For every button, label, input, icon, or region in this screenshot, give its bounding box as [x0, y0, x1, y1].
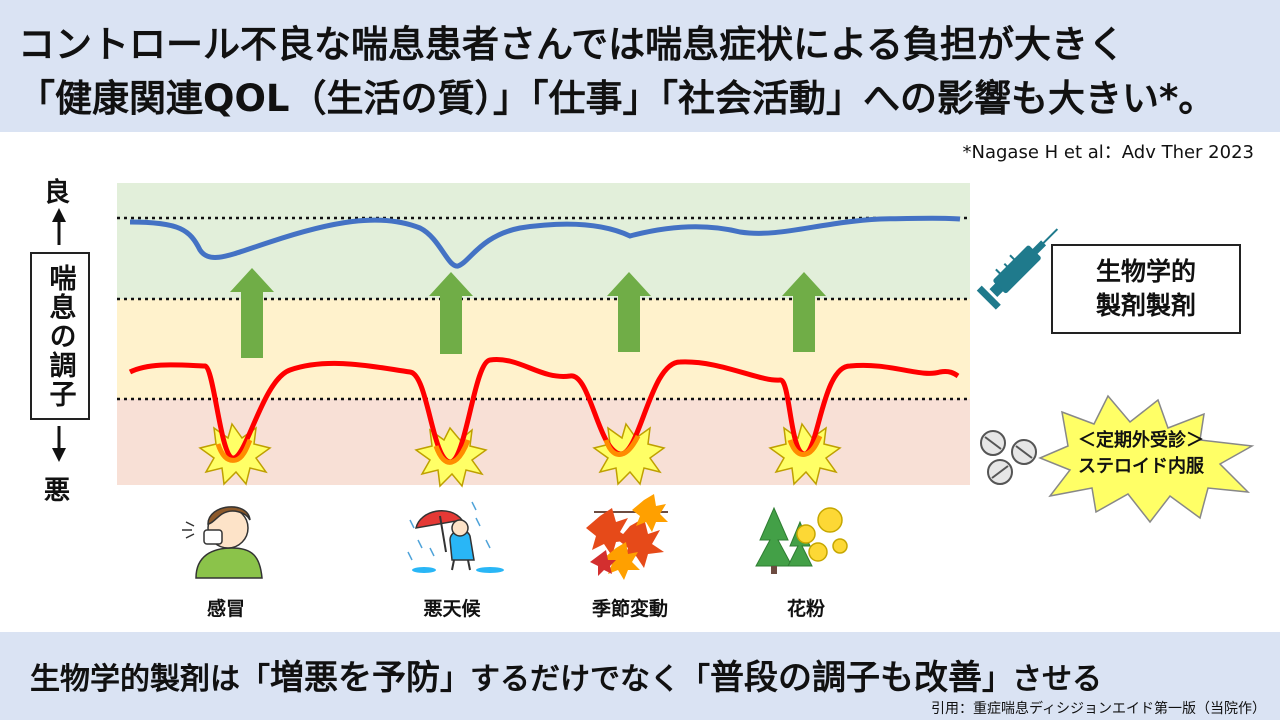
biologic-box: 生物学的 製剤製剤	[1051, 244, 1241, 334]
trigger-label-cold: 感冒	[206, 598, 246, 620]
pollen-trees-icon	[755, 506, 848, 574]
improvement-arrow	[429, 272, 473, 354]
axis-up-arrow	[52, 208, 66, 245]
improvement-arrow	[230, 268, 274, 358]
conclusion-part-5: 」させる	[982, 662, 1102, 697]
autumn-leaves-icon	[586, 494, 668, 580]
cold-person-icon	[182, 506, 263, 579]
pills-icon	[980, 430, 1037, 485]
uncontrolled-line	[128, 357, 960, 465]
axis-bad-label: 悪	[44, 476, 71, 506]
axis-good-label: 良	[44, 178, 71, 208]
trigger-label-pollen: 花粉	[786, 598, 826, 620]
trigger-label-seasonal: 季節変動	[591, 598, 669, 620]
conclusion-message: 生物学的製剤は「増悪を予防」するだけでなく「普段の調子も改善」させる	[30, 650, 1102, 699]
headline-line-2: 「健康関連QOL（生活の質）」「仕事」「社会活動」への影響も大きい*。	[18, 77, 1216, 120]
biologic-label-line-1: 生物学的	[1095, 257, 1196, 286]
rain-umbrella-icon	[407, 501, 504, 573]
headline-line-1: コントロール不良な喘息患者さんでは喘息症状による負担が大きく	[18, 23, 1126, 66]
conclusion-part-1: 生物学的製剤は「	[30, 662, 270, 697]
biologic-control-line	[129, 215, 961, 269]
biologic-label-line-2: 製剤製剤	[1095, 291, 1196, 320]
header-banner: コントロール不良な喘息患者さんでは喘息症状による負担が大きく 「健康関連QOL（…	[0, 0, 1280, 132]
steroid-label: ＜定期外受診＞ ステロイド内服	[1056, 428, 1226, 480]
trigger-label-bad-weather: 悪天候	[423, 598, 481, 620]
steroid-label-line-2: ステロイド内服	[1078, 456, 1204, 477]
steroid-label-line-1: ＜定期外受診＞	[1078, 430, 1204, 451]
exacerbation-burst	[198, 422, 272, 486]
conclusion-emphasis-1: 増悪を予防	[270, 658, 440, 698]
axis-title: 喘息の調子	[44, 263, 76, 409]
improvement-arrow	[607, 272, 651, 352]
source-note: 引用：重症喘息ディシジョンエイド第一版（当院作）	[930, 701, 1266, 717]
citation: *Nagase H et al：Adv Ther 2023	[962, 142, 1254, 163]
improvement-arrow	[782, 272, 826, 352]
footer-banner: 生物学的製剤は「増悪を予防」するだけでなく「普段の調子も改善」させる 引用：重症…	[0, 632, 1280, 720]
conclusion-emphasis-2: 普段の調子も改善	[710, 658, 982, 698]
syringe-icon	[976, 228, 1059, 310]
steroid-burst	[1038, 394, 1255, 524]
axis-down-arrow	[52, 426, 66, 462]
axis-title-box: 喘息の調子	[30, 252, 90, 420]
conclusion-part-3: 」するだけでなく「	[440, 662, 710, 697]
